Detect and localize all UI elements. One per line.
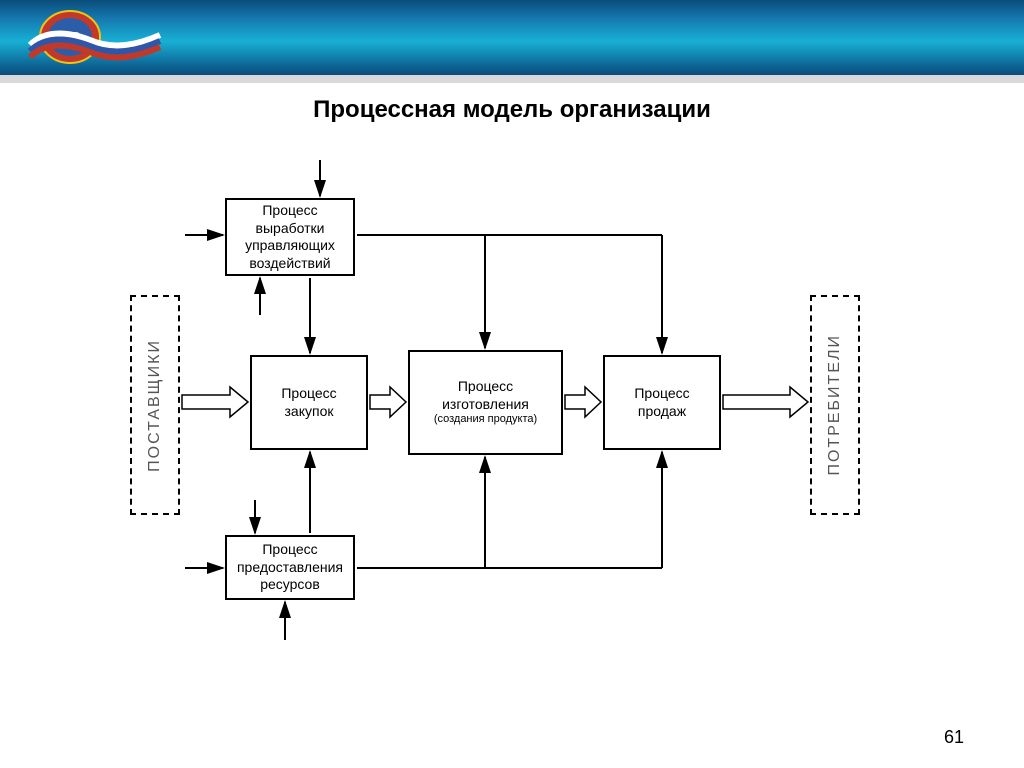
- node-suppliers: ПОСТАВЩИКИ: [130, 295, 180, 515]
- node-consumers: ПОТРЕБИТЕЛИ: [810, 295, 860, 515]
- consumers-label: ПОТРЕБИТЕЛИ: [825, 334, 845, 476]
- node-control: Процесс выработки управляющих воздействи…: [225, 198, 355, 276]
- production-sublabel: (создания продукта): [414, 413, 557, 427]
- slide-title: Процессная модель организации: [0, 96, 1024, 124]
- logo-emblem: РС: [20, 5, 170, 70]
- sales-label: Процесс продаж: [609, 385, 715, 420]
- control-label: Процесс выработки управляющих воздействи…: [231, 202, 349, 272]
- node-purchase: Процесс закупок: [250, 355, 368, 450]
- header-bar: РС: [0, 0, 1024, 75]
- process-diagram: ПОСТАВЩИКИ ПОТРЕБИТЕЛИ Процесс выработки…: [130, 150, 890, 670]
- node-resources: Процесс предоставления ресурсов: [225, 535, 355, 600]
- node-sales: Процесс продаж: [603, 355, 721, 450]
- production-label: Процесс изготовления: [414, 378, 557, 413]
- page-number: 61: [944, 727, 964, 748]
- suppliers-label: ПОСТАВЩИКИ: [145, 339, 165, 472]
- resources-label: Процесс предоставления ресурсов: [231, 541, 349, 594]
- purchase-label: Процесс закупок: [256, 385, 362, 420]
- node-production: Процесс изготовления (создания продукта): [408, 350, 563, 455]
